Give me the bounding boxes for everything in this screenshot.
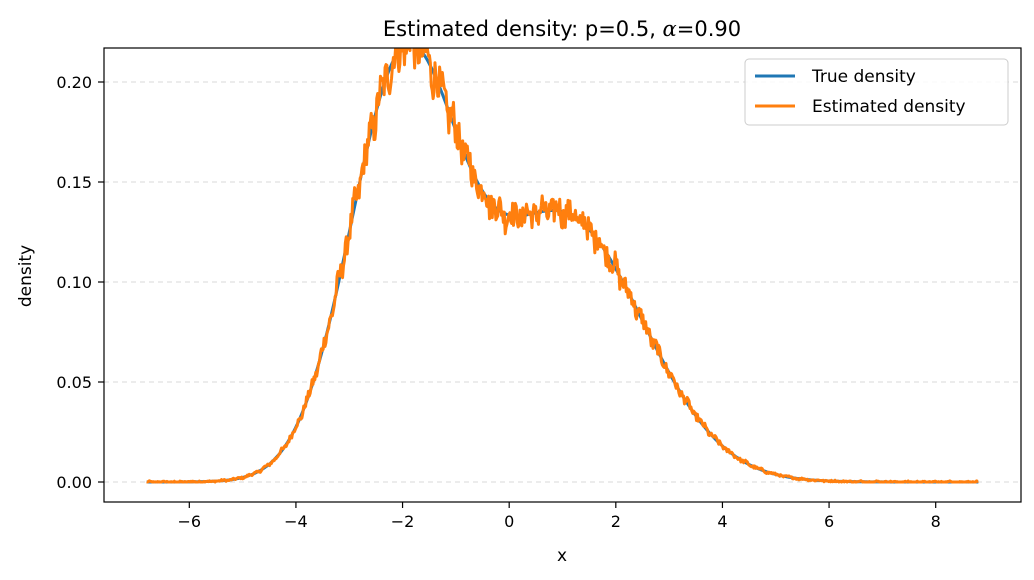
- y-tick-label: 0.00: [56, 473, 92, 492]
- x-axis-label: x: [557, 546, 567, 566]
- legend-box: [744, 58, 1009, 126]
- y-tick-label: 0.10: [56, 273, 92, 292]
- x-tick-label: 6: [824, 512, 834, 531]
- x-axis: −6 −4 −2 0 2 4 6 8: [178, 502, 941, 531]
- y-axis: 0.00 0.05 0.10 0.15 0.20: [56, 73, 104, 492]
- series-layer: [146, 48, 979, 484]
- x-tick-label: −4: [284, 512, 308, 531]
- x-tick-label: 0: [504, 512, 514, 531]
- x-tick-label: 8: [931, 512, 941, 531]
- x-tick-label: −6: [178, 512, 202, 531]
- legend: True density Estimated density: [744, 58, 1009, 126]
- grid-lines: [104, 81, 1021, 483]
- y-axis-label: density: [16, 245, 36, 307]
- y-tick-label: 0.20: [56, 73, 92, 92]
- y-tick-label: 0.15: [56, 173, 92, 192]
- x-tick-label: 2: [611, 512, 621, 531]
- x-tick-label: 4: [717, 512, 727, 531]
- x-tick-label: −2: [391, 512, 415, 531]
- plot-frame: [103, 47, 1022, 503]
- legend-label-true-density: True density: [811, 67, 916, 87]
- legend-label-estimated-density: Estimated density: [812, 97, 966, 117]
- chart-title: Estimated density: p=0.5, α=0.90: [383, 17, 741, 41]
- y-tick-label: 0.05: [56, 373, 92, 392]
- series-estimated-density: [146, 48, 979, 484]
